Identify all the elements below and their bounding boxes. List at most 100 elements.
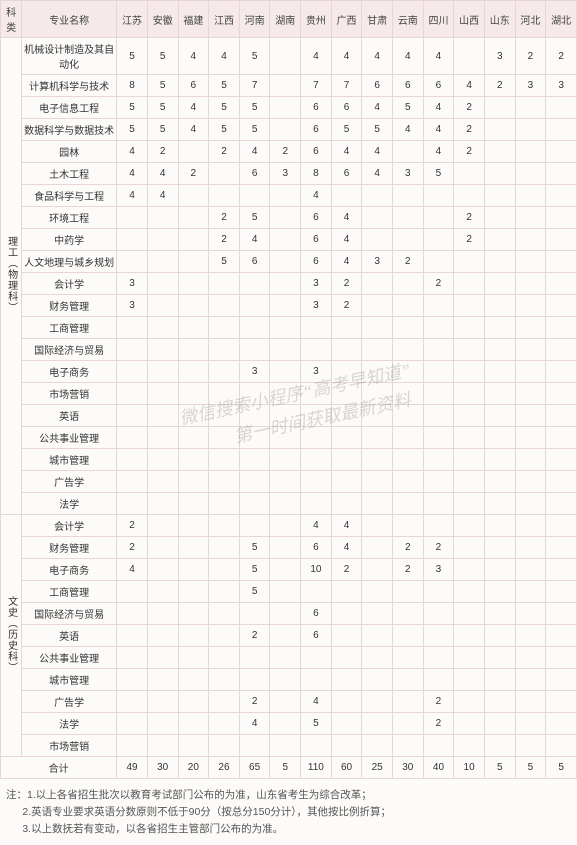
value-cell <box>147 537 178 559</box>
value-cell: 2 <box>423 273 454 295</box>
value-cell <box>209 515 240 537</box>
value-cell <box>239 405 270 427</box>
value-cell <box>270 735 301 757</box>
value-cell: 6 <box>239 251 270 273</box>
value-cell <box>362 537 393 559</box>
table-row: 国际经济与贸易 <box>1 339 577 361</box>
value-cell: 2 <box>239 625 270 647</box>
value-cell <box>117 713 148 735</box>
value-cell <box>454 581 485 603</box>
value-cell <box>209 691 240 713</box>
value-cell: 3 <box>301 273 332 295</box>
value-cell <box>147 427 178 449</box>
value-cell: 4 <box>117 141 148 163</box>
value-cell <box>147 493 178 515</box>
value-cell: 5 <box>362 119 393 141</box>
value-cell <box>270 625 301 647</box>
value-cell <box>331 625 362 647</box>
value-cell: 3 <box>117 273 148 295</box>
header-prov: 安徽 <box>147 1 178 38</box>
value-cell <box>423 669 454 691</box>
value-cell: 2 <box>393 559 424 581</box>
value-cell: 4 <box>178 119 209 141</box>
value-cell <box>147 405 178 427</box>
value-cell: 4 <box>239 141 270 163</box>
value-cell <box>147 339 178 361</box>
value-cell: 8 <box>117 75 148 97</box>
value-cell <box>270 317 301 339</box>
value-cell <box>301 339 332 361</box>
value-cell: 6 <box>423 75 454 97</box>
value-cell <box>454 427 485 449</box>
table-row: 法学 <box>1 493 577 515</box>
value-cell <box>423 207 454 229</box>
value-cell: 2 <box>117 537 148 559</box>
value-cell <box>239 669 270 691</box>
value-cell <box>515 581 546 603</box>
value-cell <box>178 559 209 581</box>
value-cell: 2 <box>454 207 485 229</box>
value-cell: 3 <box>301 361 332 383</box>
value-cell <box>209 493 240 515</box>
value-cell <box>239 449 270 471</box>
value-cell <box>484 515 515 537</box>
value-cell <box>515 229 546 251</box>
value-cell: 6 <box>362 75 393 97</box>
header-prov: 贵州 <box>301 1 332 38</box>
value-cell <box>117 251 148 273</box>
value-cell: 4 <box>362 163 393 185</box>
value-cell <box>484 185 515 207</box>
value-cell <box>484 493 515 515</box>
value-cell <box>484 163 515 185</box>
header-prov: 福建 <box>178 1 209 38</box>
value-cell: 2 <box>454 141 485 163</box>
header-prov: 广西 <box>331 1 362 38</box>
value-cell <box>270 119 301 141</box>
table-row: 城市管理 <box>1 669 577 691</box>
value-cell <box>362 405 393 427</box>
value-cell <box>362 581 393 603</box>
value-cell: 2 <box>454 97 485 119</box>
admissions-table: 科类 专业名称 江苏 安徽 福建 江西 河南 湖南 贵州 广西 甘肃 云南 四川… <box>0 0 577 779</box>
value-cell <box>117 493 148 515</box>
value-cell <box>515 207 546 229</box>
value-cell <box>117 669 148 691</box>
value-cell <box>178 515 209 537</box>
value-cell <box>301 493 332 515</box>
value-cell: 4 <box>301 185 332 207</box>
value-cell <box>270 603 301 625</box>
total-cell: 60 <box>331 757 362 779</box>
major-cell: 公共事业管理 <box>22 647 117 669</box>
value-cell <box>331 493 362 515</box>
value-cell <box>362 427 393 449</box>
value-cell: 7 <box>239 75 270 97</box>
value-cell: 4 <box>301 515 332 537</box>
value-cell: 5 <box>209 97 240 119</box>
value-cell <box>484 317 515 339</box>
value-cell <box>454 691 485 713</box>
value-cell <box>270 273 301 295</box>
header-prov: 甘肃 <box>362 1 393 38</box>
value-cell <box>423 185 454 207</box>
value-cell <box>393 141 424 163</box>
value-cell <box>454 713 485 735</box>
note-line: 1.以上各省招生批次以教育考试部门公布的为准，山东省考生为综合改革； <box>27 787 372 804</box>
value-cell <box>270 251 301 273</box>
value-cell <box>270 559 301 581</box>
major-cell: 法学 <box>22 493 117 515</box>
value-cell <box>147 735 178 757</box>
value-cell <box>239 339 270 361</box>
value-cell <box>362 559 393 581</box>
major-cell: 会计学 <box>22 273 117 295</box>
value-cell: 4 <box>117 559 148 581</box>
value-cell <box>484 537 515 559</box>
value-cell <box>423 229 454 251</box>
value-cell <box>484 119 515 141</box>
value-cell <box>484 603 515 625</box>
value-cell <box>117 449 148 471</box>
value-cell <box>147 669 178 691</box>
value-cell <box>117 735 148 757</box>
major-cell: 人文地理与城乡规划 <box>22 251 117 273</box>
value-cell: 4 <box>331 38 362 75</box>
value-cell <box>393 317 424 339</box>
